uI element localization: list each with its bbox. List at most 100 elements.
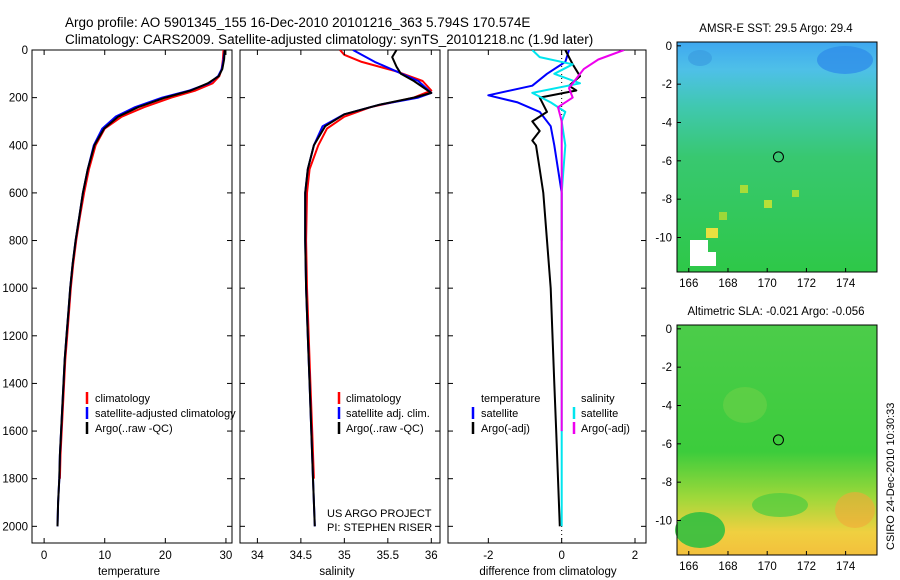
salinity-panel-frame	[239, 49, 441, 544]
sst-map-title: AMSR-E SST: 29.5 Argo: 29.4	[699, 23, 853, 35]
series-line-argo-raw-qc	[304, 50, 433, 527]
temperature-profile-lines	[56, 50, 226, 527]
y-tick-label: 0	[22, 45, 28, 57]
x-tick-label: 0	[41, 550, 47, 562]
figure-title-line2: Climatology: CARS2009. Satellite-adjuste…	[65, 32, 593, 47]
map-y-tick-label: -8	[662, 477, 672, 489]
sst-warm-pixel	[740, 185, 748, 193]
legend-label-temp-satellite: satellite	[481, 408, 518, 420]
difference-axis-label: difference from climatology	[479, 566, 616, 578]
legend-label-sal-satellite: satellite	[581, 408, 618, 420]
map-x-tick-label: 168	[718, 278, 737, 290]
sst-warm-pixel	[706, 228, 718, 238]
float-position-marker	[772, 434, 784, 446]
sla-map	[675, 324, 878, 556]
map-y-tick-label: 0	[666, 41, 672, 53]
sst-cool-patch	[688, 50, 712, 66]
map-y-tick-label: -4	[662, 118, 673, 130]
sst-warm-pixel	[719, 212, 727, 220]
x-tick-label: -2	[483, 550, 493, 562]
difference-legend: temperature satellite Argo(-adj) salinit…	[471, 393, 630, 435]
series-line-argo-adj	[531, 50, 581, 527]
map-x-tick-label: 170	[758, 561, 777, 573]
y-tick-label: 1200	[2, 331, 28, 343]
x-tick-label: 20	[159, 550, 172, 562]
map-y-tick-label: -6	[662, 156, 672, 168]
series-line-satellite-adjusted-climatology	[56, 50, 226, 527]
sla-map-title: Altimetric SLA: -0.021 Argo: -0.056	[687, 306, 864, 318]
y-tick-label: 1400	[2, 378, 28, 390]
map-y-tick-label: -2	[662, 362, 672, 374]
y-tick-label: 800	[9, 236, 28, 248]
legend-label-climatology: climatology	[95, 393, 151, 405]
y-tick-label: 1000	[2, 283, 28, 295]
x-tick-label: 34	[251, 550, 264, 562]
x-tick-label: 30	[220, 550, 233, 562]
y-tick-label: 1600	[2, 426, 28, 438]
temperature-panel-frame	[31, 49, 233, 544]
y-tick-label: 1800	[2, 474, 28, 486]
x-tick-label: 35.5	[377, 550, 399, 562]
map-y-tick-label: -10	[655, 516, 672, 528]
map-y-tick-label: -2	[662, 79, 672, 91]
x-tick-label: 34.5	[290, 550, 312, 562]
difference-profile-lines	[487, 50, 625, 527]
map-y-tick-label: -10	[655, 233, 672, 245]
credit-line1: US ARGO PROJECT	[327, 508, 432, 520]
y-tick-label: 2000	[2, 521, 28, 533]
y-tick-label: 600	[9, 188, 28, 200]
temperature-axis-ticks: 0 10 20 30	[41, 50, 232, 562]
temperature-legend: climatology satellite-adjusted climatolo…	[85, 392, 236, 435]
x-tick-label: 36	[425, 550, 438, 562]
map-x-tick-label: 166	[679, 278, 698, 290]
legend-label-argo: Argo(..raw -QC)	[95, 423, 173, 435]
legend-header-salinity: salinity	[581, 393, 615, 405]
sla-high-patch	[723, 387, 767, 423]
map-x-tick-label: 174	[836, 561, 856, 573]
map-y-tick-label: -6	[662, 439, 672, 451]
sst-warm-pixel	[792, 190, 799, 197]
map-x-tick-label: 172	[797, 278, 816, 290]
sla-low-patch	[752, 493, 808, 517]
difference-axis-ticks: -2 0 2	[483, 50, 638, 562]
series-line-satellite-adj-clim	[304, 50, 433, 527]
x-tick-label: 35	[338, 550, 351, 562]
series-line-argo-adj	[557, 50, 625, 432]
figure-title-line1: Argo profile: AO 5901345_155 16-Dec-2010…	[65, 15, 530, 30]
credit-line2: PI: STEPHEN RISER	[327, 522, 432, 534]
salinity-axis-ticks: 34 34.5 35 35.5 36	[251, 50, 438, 562]
sst-map	[676, 41, 878, 273]
sst-cool-patch	[817, 46, 873, 74]
sla-map-ticks: 166 168 170 172 174 0 -2 -4 -6 -8 -10	[655, 324, 855, 573]
sst-warm-pixel	[764, 200, 772, 208]
map-x-tick-label: 172	[797, 561, 816, 573]
difference-panel-frame	[447, 49, 647, 544]
sst-map-ticks: 166 168 170 172 174 0 -2 -4 -6 -8 -10	[655, 41, 855, 290]
sst-missing-data	[690, 240, 708, 266]
float-position-marker	[772, 151, 784, 163]
legend-label-sal-argo: Argo(-adj)	[581, 423, 630, 435]
series-line-satellite	[487, 50, 570, 241]
salinity-profile-lines	[304, 50, 433, 527]
sla-high-patch	[835, 492, 875, 528]
sst-missing-data	[708, 252, 716, 266]
sla-map-frame	[676, 324, 878, 556]
x-tick-label: 10	[98, 550, 111, 562]
salinity-legend: climatology satellite adj. clim. Argo(..…	[337, 392, 430, 435]
legend-label-climatology: climatology	[346, 393, 402, 405]
map-x-tick-label: 166	[679, 561, 698, 573]
side-timestamp-label: CSIRO 24-Dec-2010 10:30:33	[885, 403, 897, 550]
legend-label-satellite-adjusted: satellite-adjusted climatology	[95, 408, 236, 420]
legend-header-temperature: temperature	[481, 393, 540, 405]
map-x-tick-label: 168	[718, 561, 737, 573]
depth-axis-ticks: 0 200 400 600 800 1000 1200 1400 1600 1800 2000	[2, 45, 646, 533]
sst-map-frame	[676, 41, 878, 273]
x-tick-label: 0	[558, 550, 564, 562]
map-y-tick-label: -8	[662, 194, 672, 206]
x-tick-label: 2	[632, 550, 638, 562]
map-x-tick-label: 170	[758, 278, 777, 290]
sla-low-patch	[675, 512, 725, 548]
legend-label-temp-argo: Argo(-adj)	[481, 423, 530, 435]
map-x-tick-label: 174	[836, 278, 856, 290]
